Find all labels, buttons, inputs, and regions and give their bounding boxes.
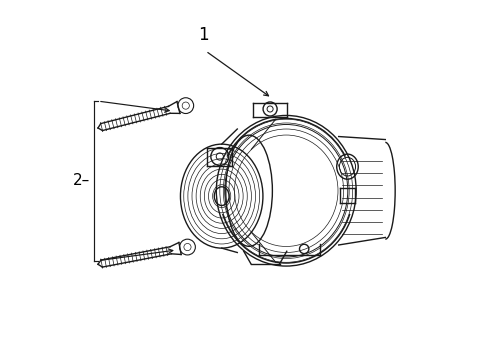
Text: 2–: 2– bbox=[73, 174, 91, 188]
Text: 1: 1 bbox=[198, 26, 209, 44]
